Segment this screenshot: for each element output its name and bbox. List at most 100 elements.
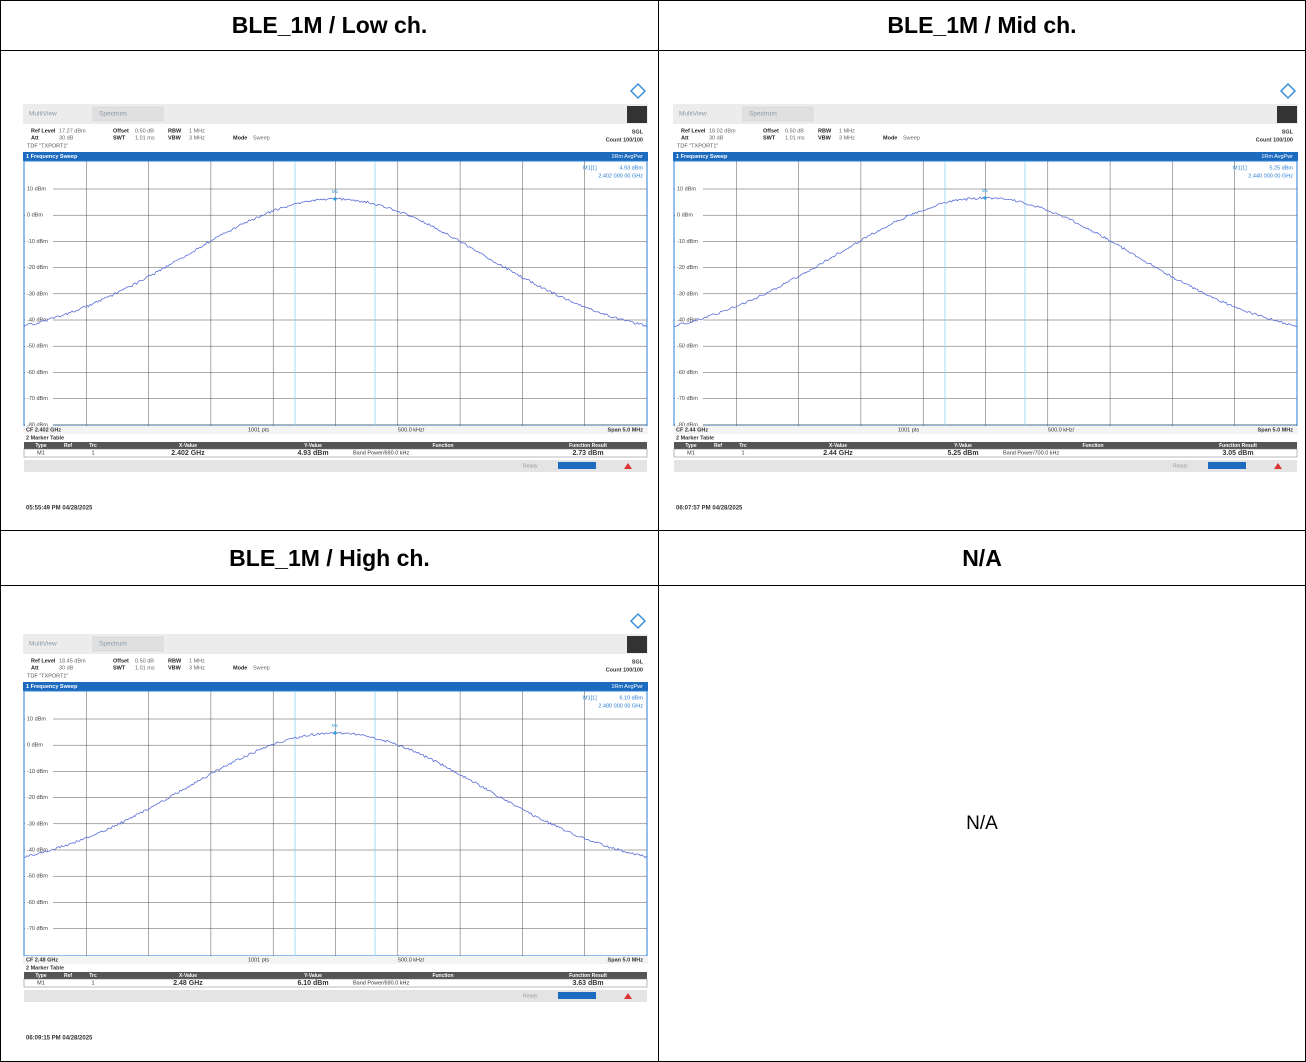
setting-value: 1.01 ms xyxy=(135,135,155,141)
table-cell: M1 xyxy=(687,450,695,456)
table-cell: M1 xyxy=(37,450,45,456)
logo-icon xyxy=(629,612,647,630)
table-header xyxy=(24,442,647,449)
setting-value: 0.50 dB xyxy=(135,128,154,134)
marker-freq: 2.402 000 00 GHz xyxy=(598,173,643,179)
status-bar xyxy=(674,460,1297,472)
span: Span 5.0 MHz xyxy=(1258,427,1294,433)
logo-icon xyxy=(629,82,647,100)
label-bg xyxy=(675,316,703,324)
setting-value: 30 dB xyxy=(59,135,74,141)
timestamp: 05:55:49 PM 04/28/2025 xyxy=(26,506,93,512)
trace-mode: 1Rm AvgPwr xyxy=(611,684,643,690)
table-cell: 2.48 GHz xyxy=(173,980,203,987)
sgl: SGL xyxy=(1282,129,1294,135)
setting-value: Sweep xyxy=(253,665,270,671)
trace-bar xyxy=(23,682,648,691)
y-label: 0 dBm xyxy=(27,743,43,749)
y-label: -40 dBm xyxy=(27,847,48,853)
progress xyxy=(558,992,596,999)
table-cell: 2.73 dBm xyxy=(572,450,603,457)
label-bg xyxy=(25,342,53,351)
tab-box xyxy=(742,106,814,122)
cell-header: N/A xyxy=(658,530,1306,586)
alert-icon xyxy=(1274,463,1282,469)
table-head-cell: X-Value xyxy=(179,443,197,449)
tab: MultiView xyxy=(29,111,57,118)
table-head-cell: Type xyxy=(685,443,697,449)
marker-table-title: 2 Marker Table xyxy=(676,435,714,441)
trace-mode: 1Rm AvgPwr xyxy=(1261,154,1293,160)
y-label: 0 dBm xyxy=(677,213,693,219)
y-label: -40 dBm xyxy=(27,317,48,323)
y-label: 0 dBm xyxy=(27,213,43,219)
points: 1001 pts xyxy=(898,427,919,433)
setting-label: Att xyxy=(31,665,39,671)
setting-label: Offset xyxy=(113,658,129,664)
alert-icon xyxy=(624,993,632,999)
table-cell: 2.402 GHz xyxy=(171,450,205,457)
setting-label: SWT xyxy=(763,135,776,141)
setting-label: Att xyxy=(681,135,689,141)
marker-table-title: 2 Marker Table xyxy=(26,435,64,441)
y-label: -20 dBm xyxy=(27,795,48,801)
table-head-cell: Type xyxy=(35,443,47,449)
trace-title: 1 Frequency Sweep xyxy=(676,154,728,160)
cell-header: BLE_1M / Low ch. xyxy=(0,0,659,51)
y-label: 10 dBm xyxy=(27,716,46,722)
marker-freq: 2.480 000 00 GHz xyxy=(598,703,643,709)
trace-bar xyxy=(673,152,1298,161)
setting-label: RBW xyxy=(818,128,832,134)
label-bg xyxy=(25,420,53,429)
menu-button xyxy=(1277,106,1297,123)
y-label: -10 dBm xyxy=(27,239,48,245)
y-label: -10 dBm xyxy=(27,769,48,775)
label-bg xyxy=(675,237,703,246)
setting-value: Sweep xyxy=(903,135,920,141)
table-head-cell: X-Value xyxy=(829,443,847,449)
label-bg xyxy=(25,185,53,193)
y-label: -70 dBm xyxy=(27,926,48,932)
trace-bar xyxy=(23,152,648,161)
setting-value: Sweep xyxy=(253,135,270,141)
count: Count 100/100 xyxy=(606,667,643,673)
table-header xyxy=(24,972,647,979)
setting-label: Offset xyxy=(763,128,779,134)
span: Span 5.0 MHz xyxy=(608,427,644,433)
progress xyxy=(1208,462,1246,469)
setting-value: 1 MHz xyxy=(839,128,855,134)
table-head-cell: Trc xyxy=(739,443,747,449)
setting-value: 30 dB xyxy=(709,135,724,141)
per-div: 500.0 kHz/ xyxy=(398,427,425,433)
marker-label: M1[1] xyxy=(583,695,597,701)
tab: Spectrum xyxy=(99,111,127,118)
setting-value: 0.50 dB xyxy=(135,658,154,664)
marker-tag: M1 xyxy=(332,189,339,194)
status-bar xyxy=(24,990,647,1002)
tab: Spectrum xyxy=(749,111,777,118)
table-cell: Band Power/700.0 kHz xyxy=(1003,450,1060,456)
setting-label: RBW xyxy=(168,658,182,664)
y-label: -60 dBm xyxy=(27,370,48,376)
y-label: 10 dBm xyxy=(677,186,696,192)
table-cell: 3.05 dBm xyxy=(1222,450,1253,457)
cell-body: MultiView Spectrum Ref Level 17.27 dBm Offse… xyxy=(0,50,659,531)
marker-dot xyxy=(333,197,337,201)
table-cell: 1 xyxy=(91,450,94,456)
setting-value: 30 dB xyxy=(59,665,74,671)
marker-value: 4.93 dBm xyxy=(619,165,643,171)
label-bg xyxy=(25,793,53,802)
cell-body: MultiView Spectrum Ref Level 18.45 dBm Offse… xyxy=(0,585,659,1062)
cell-body: N/A xyxy=(658,585,1306,1062)
analyzer-screenshot: MultiView Spectrum Ref Level 18.02 dBm Offse… xyxy=(673,82,1298,512)
tdf: TDF "TXPORT1" xyxy=(27,143,68,149)
points: 1001 pts xyxy=(248,957,269,963)
marker-dot xyxy=(333,731,337,735)
cf: CF 2.402 GHz xyxy=(26,427,61,433)
table-head-cell: Ref xyxy=(64,443,72,449)
label-bg xyxy=(25,368,53,377)
marker-freq: 2.440 000 00 GHz xyxy=(1248,173,1293,179)
y-label: -20 dBm xyxy=(677,265,698,271)
y-label: -70 dBm xyxy=(677,396,698,402)
